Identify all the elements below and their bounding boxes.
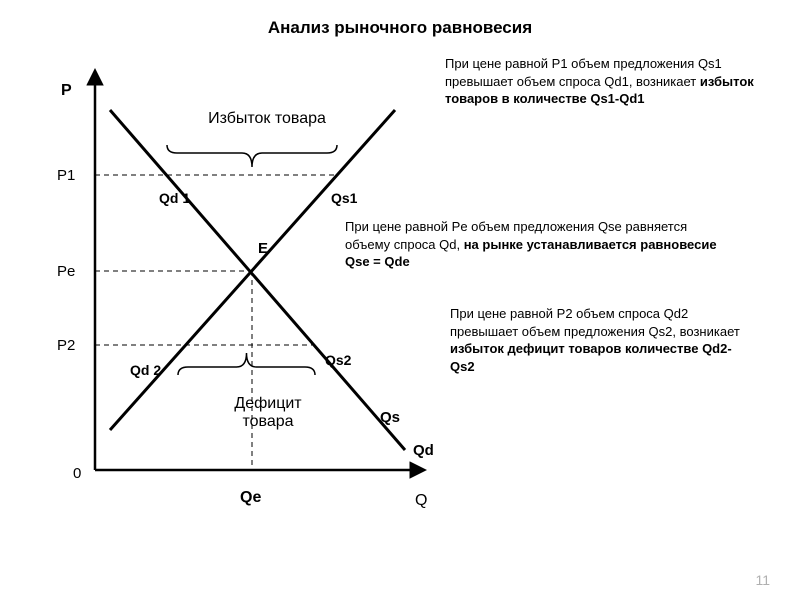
svg-text:P1: P1 (57, 167, 75, 184)
svg-text:Qe: Qe (240, 489, 261, 506)
svg-text:Qs1: Qs1 (331, 190, 358, 206)
explanation-p1: При цене равной P1 объем предложения Qs1… (445, 55, 765, 108)
svg-text:Q: Q (415, 492, 427, 509)
page-number: 11 (755, 572, 770, 588)
svg-text:0: 0 (73, 465, 81, 482)
svg-text:Qd 2: Qd 2 (130, 362, 161, 378)
svg-text:Pe: Pe (57, 263, 75, 280)
svg-text:Qs2: Qs2 (325, 352, 352, 368)
svg-text:Qd 1: Qd 1 (159, 190, 190, 206)
svg-text:Qd: Qd (413, 442, 434, 459)
surplus-label: Избыток товара (187, 110, 347, 128)
svg-text:E: E (258, 240, 268, 257)
shortage-label: Дефицит товара (208, 395, 328, 431)
explanation-pe: При цене равной Pe объем предложения Qse… (345, 218, 725, 271)
explanation-p2: При цене равной P2 объем спроса Qd2 прев… (450, 305, 750, 375)
svg-text:P: P (61, 82, 72, 99)
svg-text:P2: P2 (57, 337, 75, 354)
svg-text:Qs: Qs (380, 409, 400, 426)
